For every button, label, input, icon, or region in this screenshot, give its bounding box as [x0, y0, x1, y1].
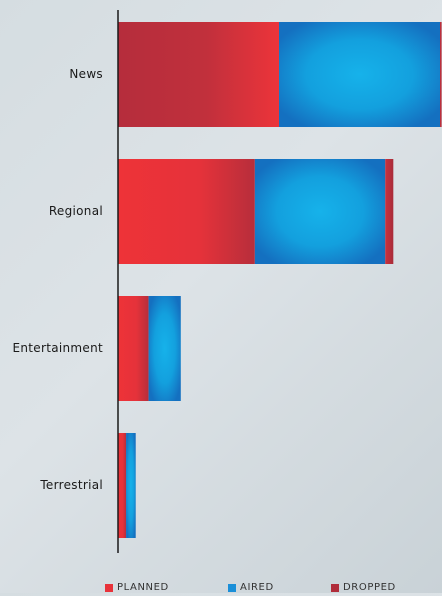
legend: PLANNED AIRED DROPPED [0, 582, 442, 596]
bar-news-dropped [440, 22, 442, 127]
legend-label-aired: AIRED [240, 582, 274, 593]
legend-swatch-dropped [331, 583, 339, 592]
category-label-news: News [69, 67, 103, 81]
bar-regional-dropped [385, 159, 394, 264]
legend-swatch-planned [105, 583, 113, 592]
legend-label-planned: PLANNED [117, 582, 169, 593]
bar-regional-aired [254, 159, 386, 264]
bar-news-aired [279, 22, 440, 127]
legend-item-aired: AIRED [228, 582, 274, 593]
legend-label-dropped: DROPPED [343, 582, 396, 593]
category-label-regional: Regional [49, 204, 103, 218]
bar-news-planned [118, 22, 279, 127]
category-label-terrestrial: Terrestrial [39, 478, 103, 492]
bar-regional-planned [118, 159, 255, 264]
bar-entertainment-planned [118, 296, 149, 401]
bar-entertainment-aired [148, 296, 181, 401]
bars-group [118, 22, 442, 538]
category-label-entertainment: Entertainment [13, 341, 104, 355]
category-labels: News Regional Entertainment Terrestrial [13, 67, 104, 492]
legend-swatch-aired [228, 583, 236, 592]
legend-item-dropped: DROPPED [331, 582, 396, 593]
bar-terrestrial-aired [126, 433, 136, 538]
legend-item-planned: PLANNED [105, 582, 169, 593]
bar-terrestrial-planned [118, 433, 127, 538]
